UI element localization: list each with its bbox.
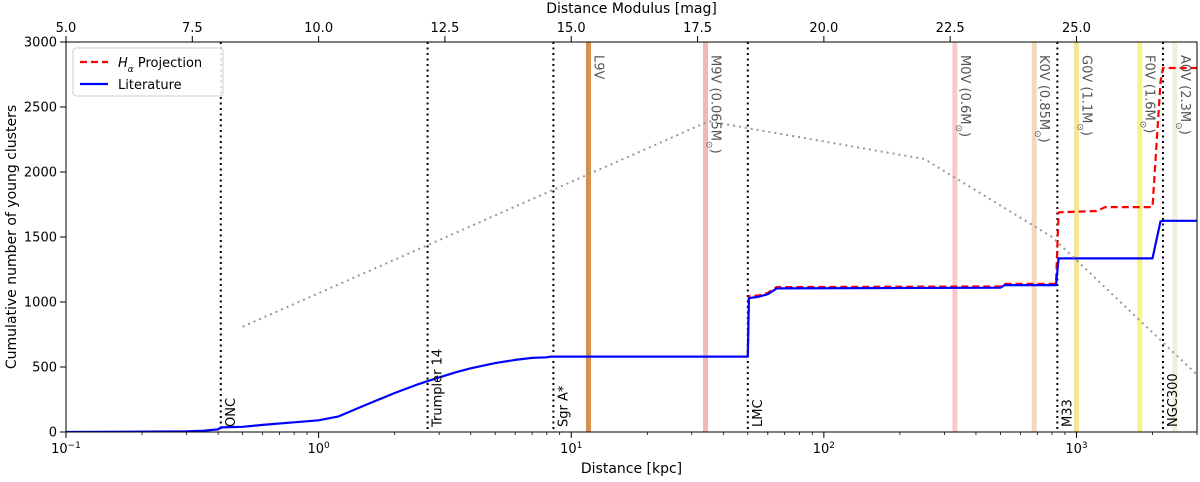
top-tick-label-0: 5.0: [56, 21, 77, 36]
reference-lines: [219, 42, 1164, 432]
y-tick-label-4: 2000: [24, 166, 57, 181]
x-tick-label-4: 103: [1065, 441, 1087, 457]
x-tick-label-3: 102: [813, 441, 835, 457]
reference-line-label-1: Trumpler 14: [431, 349, 446, 428]
x-tick-label-1: 100: [307, 441, 330, 457]
x-tick-label-0: 10−1: [51, 441, 81, 457]
legend-label-1: Literature: [118, 78, 182, 93]
spectral-band-label-1: M9V (0.065M⊙): [703, 55, 722, 154]
spectral-band-label-5: F0V (1.6M⊙): [1138, 55, 1157, 133]
spectral-band-label-3: K0V (0.85M⊙): [1032, 55, 1051, 143]
legend-label-0: Hα Projection: [118, 56, 202, 75]
spectral-band-labels: L9V M9V (0.065M⊙) M0V (0.6M⊙) K0V (0.85M⊙) G…: [590, 55, 1191, 154]
spectral-bands: [585, 42, 1178, 432]
reference-line-label-0: ONC: [224, 398, 239, 427]
x-axis-title: Distance [kpc]: [581, 461, 682, 477]
top-axis-title: Distance Modulus [mag]: [546, 1, 717, 17]
series-line-2: [242, 120, 1197, 376]
y-tick-label-2: 1000: [24, 296, 57, 311]
top-tick-label-6: 20.0: [809, 21, 838, 36]
y-tick-label-1: 500: [32, 361, 57, 376]
legend-box: [72, 47, 224, 97]
series-group: [66, 66, 1197, 432]
top-tick-label-2: 10.0: [304, 21, 333, 36]
top-tick-label-5: 17.5: [683, 21, 712, 36]
spectral-band-label-4: G0V (1.1M⊙): [1074, 55, 1093, 136]
legend: Hα Projection Literature: [72, 47, 224, 97]
top-tick-label-4: 15.0: [557, 21, 586, 36]
y-tick-label-3: 1500: [24, 231, 57, 246]
axes: 10−1 100 101 102 103 0 500 1000 1500 2000 2500 3000…: [24, 21, 1198, 457]
spectral-band-label-6: A0V (2.3M⊙): [1173, 55, 1192, 135]
reference-line-label-3: LMC: [751, 399, 766, 427]
series-line-0: [746, 66, 1197, 357]
y-tick-label-0: 0: [49, 426, 57, 441]
reference-line-labels: ONC Trumpler 14 Sgr A* LMC M33 NGC300: [224, 349, 1181, 428]
y-axis-title: Cumulative number of young clusters: [4, 105, 20, 369]
plot-frame: [65, 41, 1198, 433]
reference-line-label-4: M33: [1060, 399, 1075, 427]
x-tick-label-2: 101: [560, 441, 582, 457]
top-tick-label-7: 22.5: [936, 21, 965, 36]
series-line-1: [66, 219, 1197, 432]
y-tick-label-6: 3000: [24, 36, 57, 51]
reference-line-label-2: Sgr A*: [556, 385, 571, 427]
top-tick-label-8: 25.0: [1062, 21, 1091, 36]
spectral-band-label-2: M0V (0.6M⊙): [953, 55, 972, 137]
spectral-band-label-0: L9V: [590, 55, 605, 80]
reference-line-label-5: NGC300: [1166, 373, 1181, 427]
y-tick-label-5: 2500: [24, 101, 57, 116]
top-tick-label-1: 7.5: [182, 21, 203, 36]
top-tick-label-3: 12.5: [430, 21, 459, 36]
